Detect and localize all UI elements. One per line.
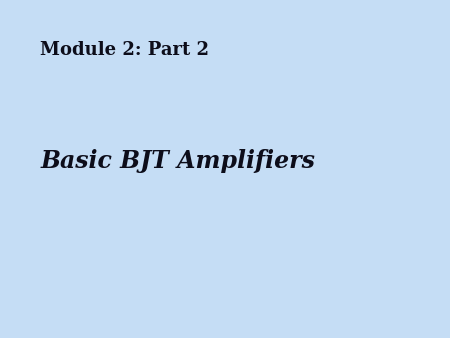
Text: Module 2: Part 2: Module 2: Part 2 [40, 41, 210, 58]
Text: Basic BJT Amplifiers: Basic BJT Amplifiers [40, 149, 315, 173]
